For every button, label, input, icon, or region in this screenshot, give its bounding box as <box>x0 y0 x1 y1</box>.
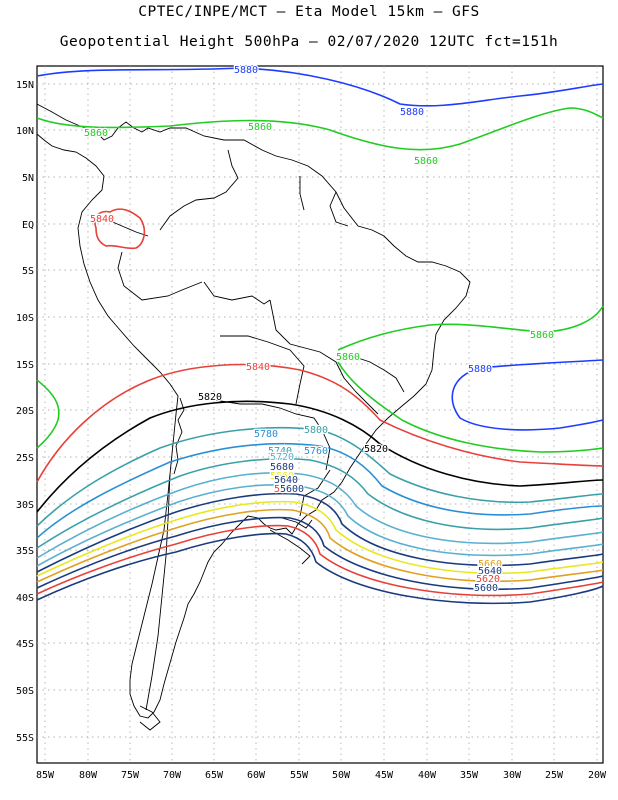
longitude-tick-label: 20W <box>588 770 607 781</box>
contour-label: 5840 <box>246 362 270 373</box>
contour-label: 5860 <box>530 330 554 341</box>
contour-label: 5820 <box>198 392 222 403</box>
latitude-tick-label: 35S <box>16 546 34 557</box>
latitude-tick-label: 5S <box>22 266 34 277</box>
longitude-tick-label: 60W <box>247 770 266 781</box>
contour-label: 5880 <box>468 364 492 375</box>
contour-label: 5840 <box>90 214 114 225</box>
longitude-tick-label: 85W <box>36 770 55 781</box>
contour-label: 5860 <box>248 122 272 133</box>
contour-label: 5640 <box>274 475 298 486</box>
contour-label: 5600 <box>474 583 498 594</box>
longitude-tick-label: 40W <box>418 770 437 781</box>
longitude-tick-label: 80W <box>79 770 98 781</box>
contour-label: 5660 <box>478 559 502 570</box>
contour-label: 5880 <box>400 107 424 118</box>
longitude-tick-label: 75W <box>121 770 140 781</box>
map-frame <box>36 65 604 764</box>
latitude-tick-labels: 15N 10N 5N EQ 5S 10S 15S 20S 25S 30S 35S 40S 45S 50S 5… <box>16 80 34 744</box>
longitude-tick-label: 55W <box>290 770 309 781</box>
contour-label: 5760 <box>304 446 328 457</box>
latitude-tick-label: 55S <box>16 733 34 744</box>
contour-label: 5680 <box>270 462 294 473</box>
contour-label: 5640 <box>478 566 502 577</box>
latitude-tick-label: 5N <box>22 173 34 184</box>
continent-outline <box>36 103 471 731</box>
contour-lines <box>36 67 604 605</box>
longitude-tick-label: 65W <box>205 770 224 781</box>
latitude-tick-label: 10N <box>16 126 34 137</box>
latitude-tick-label: 15S <box>16 360 34 371</box>
contour-label: 5860 <box>84 128 108 139</box>
latitude-tick-label: EQ <box>22 220 34 231</box>
contour-value-labels: 5880 5880 5860 5860 5860 5840 5860 5860 5840 5880… <box>83 64 556 596</box>
latitude-tick-label: 10S <box>16 313 34 324</box>
contour-label: 5880 <box>234 65 258 76</box>
contour-label: 5720 <box>270 452 294 463</box>
contour-label: 5860 <box>414 156 438 167</box>
longitude-tick-label: 70W <box>163 770 182 781</box>
longitude-tick-label: 30W <box>503 770 522 781</box>
contour-label: 5620 <box>274 484 298 495</box>
contour-label: 5800 <box>304 425 328 436</box>
contour-label: 5780 <box>254 429 278 440</box>
contour-label: 5620 <box>476 574 500 585</box>
longitude-tick-label: 25W <box>545 770 564 781</box>
contour-label: 5860 <box>336 352 360 363</box>
chart-subtitle: Geopotential Height 500hPa – 02/07/2020 … <box>59 34 559 50</box>
latitude-tick-label: 20S <box>16 406 34 417</box>
longitude-tick-label: 35W <box>460 770 479 781</box>
latitude-tick-label: 50S <box>16 686 34 697</box>
latitude-tick-label: 25S <box>16 453 34 464</box>
latitude-tick-label: 15N <box>16 80 34 91</box>
contour-label: 5660 <box>270 471 294 482</box>
contour-label: 5600 <box>280 484 304 495</box>
longitude-tick-label: 50W <box>332 770 351 781</box>
latitude-tick-label: 40S <box>16 593 34 604</box>
latitude-tick-label: 30S <box>16 500 34 511</box>
gridlines <box>37 66 603 763</box>
chart-title: CPTEC/INPE/MCT – Eta Model 15km – GFS <box>138 4 480 20</box>
longitude-tick-labels: 85W 80W 75W 70W 65W 60W 55W 50W 45W 40W 35W 30W 25W 2… <box>36 770 607 781</box>
latitude-tick-label: 45S <box>16 639 34 650</box>
contour-label: 5820 <box>364 444 388 455</box>
contour-label: 5740 <box>268 446 292 457</box>
longitude-tick-label: 45W <box>375 770 394 781</box>
